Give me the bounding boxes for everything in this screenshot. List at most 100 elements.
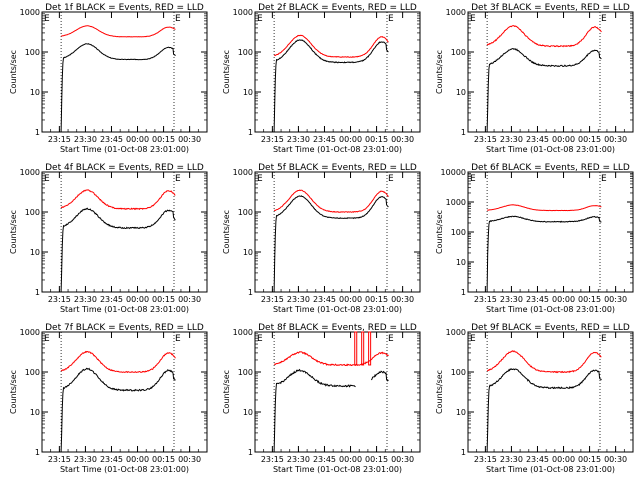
panel-title: Det 6f BLACK = Events, RED = LLD (471, 163, 630, 173)
detector-panel: Det 5f BLACK = Events, RED = LLD 1 10 100 10… (222, 163, 421, 314)
x-tick-label: 23:45 (526, 295, 549, 304)
detector-panel: Det 2f BLACK = Events, RED = LLD 1 10 100 10… (222, 3, 421, 154)
y-tick-label: 100 (451, 228, 466, 237)
x-tick-label: 00:15 (365, 455, 388, 464)
e-marker: E (175, 14, 181, 24)
x-tick-label: 00:30 (178, 135, 201, 144)
plot-frame (467, 171, 634, 293)
events-series-line (273, 368, 356, 453)
x-tick-label: 23:15 (48, 455, 71, 464)
x-tick-label: 00:00 (552, 295, 575, 304)
y-tick-label: 100 (25, 368, 40, 377)
y-axis-label: Counts/sec (9, 370, 18, 414)
lld-spike (368, 331, 372, 366)
panel-title: Det 8f BLACK = Events, RED = LLD (258, 323, 417, 333)
plot-frame (41, 11, 208, 133)
y-axis-label: Counts/sec (222, 50, 231, 94)
panel-title: Det 5f BLACK = Events, RED = LLD (258, 163, 417, 173)
plot-frame (41, 171, 208, 293)
x-tick-label: 23:45 (313, 295, 336, 304)
y-tick-label: 100 (238, 48, 253, 57)
e-marker: E (175, 174, 181, 184)
detector-panel: Det 4f BLACK = Events, RED = LLD 1 10 100 10… (9, 163, 208, 314)
x-axis-label: Start Time (01-Oct-08 23:01:00) (60, 465, 189, 474)
events-series-line (60, 367, 176, 453)
x-tick-label: 23:15 (474, 135, 497, 144)
x-tick-label: 00:15 (152, 455, 175, 464)
y-tick-label: 10 (30, 408, 40, 417)
e-marker: E (388, 334, 394, 344)
y-tick-label: 1 (248, 448, 253, 457)
lld-series-line (273, 189, 389, 213)
x-tick-label: 00:30 (604, 455, 627, 464)
e-marker: E (388, 174, 394, 184)
y-tick-label: 100 (238, 208, 253, 217)
e-marker: E (44, 334, 50, 344)
x-tick-label: 23:45 (100, 455, 123, 464)
e-marker: E (470, 334, 476, 344)
x-tick-label: 00:30 (604, 295, 627, 304)
detector-panel: Det 3f BLACK = Events, RED = LLD 1 10 100 10… (435, 3, 634, 154)
y-tick-label: 1 (35, 288, 40, 297)
lld-series-line (487, 204, 602, 212)
y-axis-label: Counts/sec (435, 210, 444, 254)
detector-panel: Det 6f BLACK = Events, RED = LLD 1 10 100 10… (435, 163, 634, 314)
panel-title: Det 1f BLACK = Events, RED = LLD (45, 3, 204, 13)
y-tick-label: 100 (451, 368, 466, 377)
plot-frame (41, 331, 208, 453)
x-tick-label: 00:15 (578, 455, 601, 464)
lld-series-line (60, 189, 176, 211)
x-tick-label: 00:15 (578, 135, 601, 144)
y-tick-label: 1 (248, 288, 253, 297)
y-tick-label: 1000 (446, 8, 466, 17)
lld-series-line (61, 25, 176, 38)
x-tick-label: 23:30 (74, 455, 97, 464)
y-tick-label: 10 (30, 88, 40, 97)
y-tick-label: 1000 (233, 328, 253, 337)
y-axis-label: Counts/sec (222, 370, 231, 414)
y-axis-label: Counts/sec (9, 210, 18, 254)
lld-spike (361, 331, 365, 366)
e-marker: E (601, 174, 607, 184)
x-tick-label: 23:15 (261, 455, 284, 464)
events-series-line (60, 43, 176, 133)
lld-series-line (273, 34, 389, 58)
plot-frame (254, 171, 421, 293)
x-axis-label: Start Time (01-Oct-08 23:01:00) (486, 145, 615, 154)
x-tick-label: 00:15 (152, 135, 175, 144)
x-tick-label: 00:15 (365, 295, 388, 304)
x-tick-label: 23:45 (526, 455, 549, 464)
lld-series-line (273, 351, 389, 367)
y-tick-label: 10 (456, 88, 466, 97)
x-tick-label: 00:00 (339, 135, 362, 144)
y-tick-label: 100 (451, 48, 466, 57)
y-axis-label: Counts/sec (435, 370, 444, 414)
y-tick-label: 1 (35, 448, 40, 457)
y-tick-label: 1 (248, 128, 253, 137)
y-tick-label: 1000 (446, 328, 466, 337)
plot-frame (254, 11, 421, 133)
panel-title: Det 7f BLACK = Events, RED = LLD (45, 323, 204, 333)
x-axis-label: Start Time (01-Oct-08 23:01:00) (486, 465, 615, 474)
x-tick-label: 00:15 (578, 295, 601, 304)
x-tick-label: 23:30 (74, 135, 97, 144)
plot-frame (254, 331, 421, 453)
e-marker: E (257, 14, 263, 24)
x-axis-label: Start Time (01-Oct-08 23:01:00) (273, 465, 402, 474)
panel-title: Det 2f BLACK = Events, RED = LLD (258, 3, 417, 13)
events-series-line (486, 47, 602, 133)
y-tick-label: 10 (243, 408, 253, 417)
y-tick-label: 1000 (446, 198, 466, 207)
e-marker: E (388, 14, 394, 24)
x-tick-label: 23:30 (287, 135, 310, 144)
x-tick-label: 23:15 (48, 135, 71, 144)
x-tick-label: 00:30 (178, 455, 201, 464)
panel-title: Det 4f BLACK = Events, RED = LLD (45, 163, 204, 173)
x-tick-label: 00:00 (552, 135, 575, 144)
x-tick-label: 23:45 (100, 135, 123, 144)
e-marker: E (257, 334, 263, 344)
y-tick-label: 1000 (233, 8, 253, 17)
x-tick-label: 00:30 (391, 455, 414, 464)
e-marker: E (257, 174, 263, 184)
x-axis-label: Start Time (01-Oct-08 23:01:00) (60, 145, 189, 154)
